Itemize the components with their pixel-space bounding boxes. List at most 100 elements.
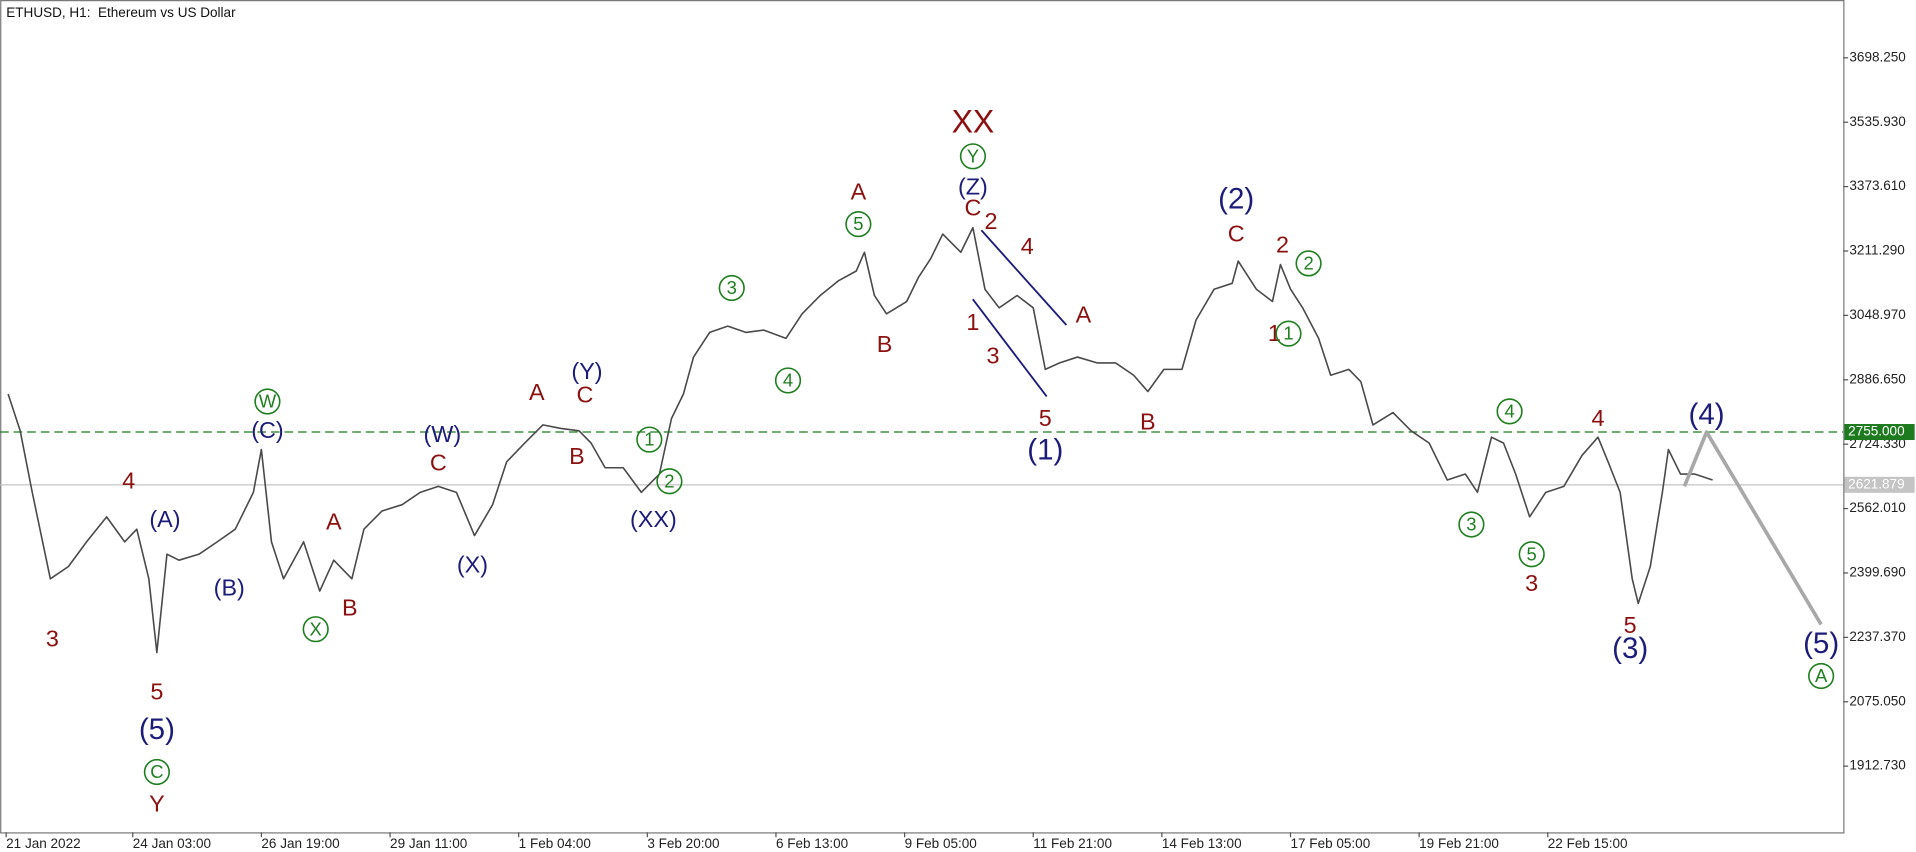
wave-label: 2 <box>1276 232 1289 258</box>
y-tick-label: 2886.650 <box>1849 371 1905 386</box>
wave-circle <box>636 426 663 453</box>
wave-circle <box>959 143 987 170</box>
y-tick-label: 3698.250 <box>1849 49 1905 64</box>
wave-label: C <box>964 194 981 220</box>
wave-label: (5) <box>139 713 175 746</box>
x-tick-label: 6 Feb 13:00 <box>776 836 848 851</box>
level-label-box <box>1844 476 1915 493</box>
wave-label: B <box>877 331 893 357</box>
wave-label: C <box>430 449 447 475</box>
wave-label: 4 <box>783 370 793 391</box>
wave-label: B <box>1140 409 1156 435</box>
wave-circle <box>1518 541 1545 568</box>
wave-label: 4 <box>1504 400 1514 421</box>
wave-label: (B) <box>214 575 245 601</box>
wave-label: 3 <box>1525 570 1538 596</box>
wave-circle <box>1458 511 1485 538</box>
wave-label: B <box>342 595 358 621</box>
wave-label: A <box>1076 301 1092 327</box>
wave-label: (1) <box>1027 434 1063 467</box>
wave-label: 2 <box>985 208 998 234</box>
wave-label: 3 <box>987 342 1000 368</box>
wave-label: 5 <box>1039 405 1052 431</box>
wave-label: A <box>529 379 545 405</box>
y-tick-label: 1912.730 <box>1849 758 1905 773</box>
wave-label: 2 <box>664 470 674 491</box>
wave-label: 1 <box>966 309 979 335</box>
wave-label: B <box>569 443 585 469</box>
price-line <box>7 226 1713 654</box>
wave-label: 1 <box>1283 323 1293 344</box>
x-tick-label: 29 Jan 11:00 <box>390 836 467 851</box>
wave-circle <box>656 468 683 495</box>
channel-lines <box>972 229 1068 398</box>
x-tick-label: 3 Feb 20:00 <box>647 836 719 851</box>
x-tick-label: 22 Feb 15:00 <box>1548 836 1628 851</box>
projection-line <box>1682 430 1823 626</box>
wave-label: 5 <box>1624 612 1637 638</box>
wave-label: 5 <box>853 213 863 234</box>
chart-title: ETHUSD, H1: Ethereum vs US Dollar <box>6 5 236 20</box>
wave-label: (4) <box>1689 398 1725 431</box>
wave-label: (XX) <box>630 506 677 532</box>
wave-label: (Z) <box>958 174 988 200</box>
wave-circle <box>774 367 802 394</box>
wave-circle <box>1275 320 1302 347</box>
channel-line <box>972 298 1048 398</box>
y-tick-label: 3535.930 <box>1849 114 1905 129</box>
wave-label: (5) <box>1803 627 1839 660</box>
level-label: 2755.000 <box>1848 424 1904 439</box>
wave-label: (Y) <box>571 358 602 384</box>
plot-frame <box>0 0 1845 834</box>
x-tick-label: 14 Feb 13:00 <box>1162 836 1242 851</box>
y-tick-label: 2237.370 <box>1849 629 1905 644</box>
wave-label: XX <box>952 104 995 140</box>
wave-label: C <box>1228 220 1245 246</box>
wave-label: Y <box>149 791 165 817</box>
wave-label: 3 <box>1466 514 1476 535</box>
wave-label: (X) <box>457 552 488 578</box>
wave-label: (C) <box>251 417 283 443</box>
wave-label: Y <box>967 145 979 166</box>
wave-label: A <box>1815 665 1828 686</box>
y-tick-label: 3373.610 <box>1849 178 1905 193</box>
level-label: 2621.879 <box>1848 476 1904 491</box>
wave-label: C <box>577 382 594 408</box>
wave-label: 5 <box>150 678 163 704</box>
wave-circle <box>143 758 171 786</box>
wave-circle <box>254 388 281 415</box>
y-tick-label: 3211.290 <box>1849 243 1904 258</box>
x-tick-label: 19 Feb 21:00 <box>1419 836 1499 851</box>
x-tick-label: 9 Feb 05:00 <box>905 836 977 851</box>
wave-label: (A) <box>149 506 180 532</box>
x-tick-label: 21 Jan 2022 <box>6 836 81 851</box>
wave-label: 4 <box>1592 405 1605 431</box>
wave-circle <box>1496 398 1523 425</box>
wave-label: 3 <box>46 626 59 652</box>
level-label-box <box>1844 424 1915 441</box>
wave-circle <box>718 274 745 302</box>
y-tick-label: 3048.970 <box>1849 307 1905 322</box>
wave-circle <box>302 616 329 643</box>
x-tick-label: 17 Feb 05:00 <box>1291 836 1371 851</box>
wave-label: 4 <box>1021 233 1034 259</box>
x-tick-label: 26 Jan 19:00 <box>261 836 339 851</box>
x-tick-label: 24 Jan 03:00 <box>133 836 211 851</box>
channel-line <box>980 229 1068 326</box>
y-tick-label: 2562.010 <box>1849 500 1905 515</box>
wave-label: A <box>326 508 342 534</box>
wave-circle <box>1808 662 1835 690</box>
wave-label: 2 <box>1303 253 1313 274</box>
y-tick-label: 2399.690 <box>1849 565 1905 580</box>
wave-label: 4 <box>122 468 135 494</box>
wave-circle <box>845 211 872 238</box>
wave-label: X <box>310 618 322 639</box>
wave-label: 1 <box>644 429 654 450</box>
wave-label: W <box>259 391 277 412</box>
wave-label: (3) <box>1612 632 1648 665</box>
wave-label: A <box>851 178 867 204</box>
x-tick-label: 11 Feb 21:00 <box>1033 836 1112 851</box>
wave-label: 5 <box>1527 543 1537 564</box>
y-tick-label: 2075.050 <box>1849 693 1905 708</box>
